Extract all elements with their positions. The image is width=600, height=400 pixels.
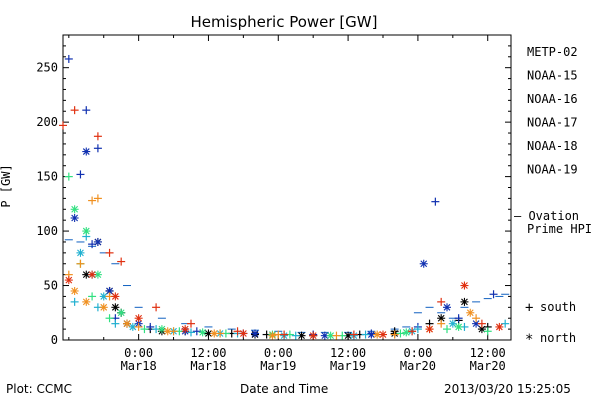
north-point bbox=[82, 271, 90, 279]
x-tick-time: 12:00 bbox=[330, 346, 366, 360]
north-point bbox=[88, 271, 96, 279]
south-marker-label: south bbox=[540, 300, 576, 314]
ovation-legend: – Ovation Prime HPI bbox=[514, 209, 592, 236]
north-point bbox=[210, 330, 218, 337]
x-axis: 0:00Mar1812:00Mar180:00Mar1912:00Mar190:… bbox=[68, 35, 506, 373]
north-point bbox=[443, 303, 451, 311]
north-point bbox=[94, 238, 102, 246]
north-point bbox=[461, 282, 468, 289]
north-point bbox=[251, 330, 259, 337]
north-point bbox=[402, 328, 410, 336]
north-point bbox=[309, 332, 317, 340]
north-point bbox=[420, 260, 428, 268]
north-point bbox=[100, 293, 108, 300]
plot-frame bbox=[62, 34, 512, 341]
north-point bbox=[426, 325, 433, 333]
north-point bbox=[466, 309, 474, 317]
north-point bbox=[461, 298, 468, 306]
legend-entry: NOAA-18 bbox=[527, 139, 578, 153]
x-tick-time: 0:00 bbox=[403, 346, 432, 360]
north-point bbox=[449, 320, 457, 328]
marker-legend: + south * north bbox=[525, 300, 576, 348]
north-point bbox=[321, 332, 329, 340]
x-tick-time: 0:00 bbox=[264, 346, 293, 360]
north-point bbox=[100, 303, 108, 311]
north-point bbox=[82, 148, 90, 155]
north-point bbox=[495, 323, 503, 331]
ovation-label-line2: Prime HPI bbox=[527, 222, 592, 236]
legend-entry: NOAA-16 bbox=[527, 92, 578, 106]
north-point bbox=[135, 314, 143, 322]
north-point bbox=[373, 331, 381, 338]
north-point bbox=[437, 314, 445, 322]
y-tick-label: 0 bbox=[51, 333, 58, 347]
y-axis: 0 50 100 150 200 250 bbox=[36, 45, 511, 347]
north-point bbox=[379, 331, 387, 338]
y-tick-label: 250 bbox=[36, 61, 58, 75]
legend-entry: NOAA-17 bbox=[527, 116, 578, 130]
north-marker-label: north bbox=[540, 331, 576, 345]
north-point bbox=[472, 320, 480, 328]
north-point bbox=[298, 332, 305, 340]
x-tick-date: Mar19 bbox=[330, 359, 366, 373]
north-point bbox=[65, 276, 73, 284]
x-tick-time: 12:00 bbox=[470, 346, 506, 360]
x-tick-date: Mar19 bbox=[260, 359, 296, 373]
north-point bbox=[205, 330, 212, 337]
north-point bbox=[77, 249, 84, 257]
north-point bbox=[82, 298, 90, 306]
ovation-label-line1: – Ovation bbox=[514, 209, 579, 223]
x-tick-time: 0:00 bbox=[124, 346, 153, 360]
north-point bbox=[111, 303, 119, 311]
north-point bbox=[117, 309, 125, 317]
legend: METP-02 NOAA-15 NOAA-16 NOAA-17 NOAA-18 NOAA-… bbox=[527, 45, 578, 177]
north-point bbox=[71, 205, 79, 213]
south-marker-symbol: + bbox=[525, 300, 533, 316]
legend-entry: NOAA-19 bbox=[527, 163, 578, 177]
north-point bbox=[71, 287, 79, 295]
y-tick-label: 200 bbox=[36, 115, 58, 129]
y-axis-label: P [GW] bbox=[0, 164, 13, 207]
north-point bbox=[239, 330, 247, 337]
x-tick-date: Mar20 bbox=[400, 359, 436, 373]
north-marker-symbol: * bbox=[525, 332, 533, 348]
footer-timestamp: 2013/03/20 15:25:05 bbox=[444, 382, 571, 396]
y-tick-label: 150 bbox=[36, 170, 58, 184]
north-point bbox=[106, 287, 113, 295]
north-point bbox=[71, 214, 79, 222]
legend-entry: NOAA-15 bbox=[527, 69, 578, 83]
north-point bbox=[455, 323, 463, 331]
x-tick-date: Mar18 bbox=[121, 359, 157, 373]
north-point bbox=[82, 227, 90, 235]
x-tick-date: Mar18 bbox=[190, 359, 226, 373]
north-point bbox=[129, 323, 137, 331]
north-point bbox=[269, 332, 276, 340]
north-point bbox=[164, 327, 172, 335]
x-tick-time: 12:00 bbox=[190, 346, 226, 360]
north-point bbox=[344, 332, 352, 340]
north-point bbox=[111, 293, 119, 300]
north-point bbox=[123, 320, 131, 328]
north-point bbox=[158, 325, 166, 333]
footer-x-axis-title: Date and Time bbox=[240, 382, 329, 396]
north-point bbox=[367, 331, 375, 338]
legend-entry: METP-02 bbox=[527, 45, 578, 59]
footer-plot-credit: Plot: CCMC bbox=[6, 382, 72, 396]
north-point bbox=[199, 328, 207, 336]
y-tick-label: 100 bbox=[36, 224, 58, 238]
north-point bbox=[94, 271, 102, 279]
north-point bbox=[181, 325, 189, 333]
north-point bbox=[478, 325, 486, 333]
chart-title: Hemispheric Power [GW] bbox=[191, 13, 378, 31]
x-tick-date: Mar20 bbox=[470, 359, 506, 373]
data-points bbox=[59, 54, 510, 340]
north-point bbox=[327, 332, 335, 340]
y-tick-label: 50 bbox=[44, 279, 58, 293]
